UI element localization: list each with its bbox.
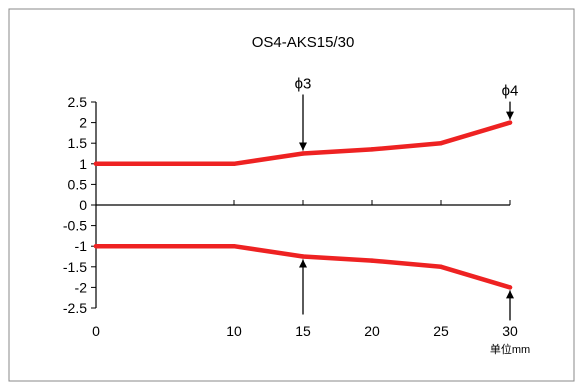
data-point (369, 258, 375, 263)
data-point (231, 244, 237, 249)
unit-label: 单位mm (490, 342, 530, 356)
annotation-label: ϕ3 (295, 76, 312, 93)
data-point (438, 264, 444, 269)
y-tick-label: -1.5 (63, 259, 87, 275)
y-tick-label: -1 (75, 238, 88, 254)
y-tick-label: 1.5 (68, 135, 88, 151)
data-point (300, 254, 306, 259)
upper-profile-line (93, 120, 513, 167)
x-tick-label: 25 (433, 323, 449, 339)
data-point (300, 151, 306, 156)
y-tick-label: 2 (79, 115, 87, 131)
annotation-label: ϕ4 (502, 83, 519, 100)
y-tick-label: -2 (75, 279, 88, 295)
lower-profile-line (93, 243, 513, 290)
annotation-layer: ϕ3 ϕ4 (295, 76, 519, 321)
y-tick-label: 0 (79, 197, 87, 213)
x-tick-label: 20 (364, 323, 380, 339)
arrow-head (299, 142, 307, 151)
chart-border (8, 8, 575, 382)
chart-title: OS4-AKS15/30 (252, 34, 355, 51)
data-point (438, 141, 444, 146)
y-ticks: 2.5 2 1.5 1 0.5 0 -0.5 -1 -1.5 -2 -2.5 (63, 94, 96, 316)
y-tick-label: -0.5 (63, 218, 87, 234)
arrow-head (299, 259, 307, 268)
y-tick-label: 1 (79, 156, 87, 172)
y-tick-label: 2.5 (68, 94, 88, 110)
y-tick-label: 0.5 (68, 176, 88, 192)
arrow-head (506, 290, 514, 299)
series-layer (93, 120, 513, 290)
y-tick-label: -2.5 (63, 300, 87, 316)
data-point (369, 147, 375, 152)
x-ticks: 0 10 15 20 25 30 (92, 200, 518, 339)
x-tick-label: 10 (226, 323, 242, 339)
x-tick-label: 0 (92, 323, 100, 339)
data-point (93, 161, 99, 166)
x-tick-label: 30 (502, 323, 518, 339)
data-point (231, 161, 237, 166)
data-point (507, 120, 513, 125)
arrow-head (506, 111, 514, 120)
data-point (507, 285, 513, 290)
data-point (93, 244, 99, 249)
x-tick-label: 15 (295, 323, 311, 339)
